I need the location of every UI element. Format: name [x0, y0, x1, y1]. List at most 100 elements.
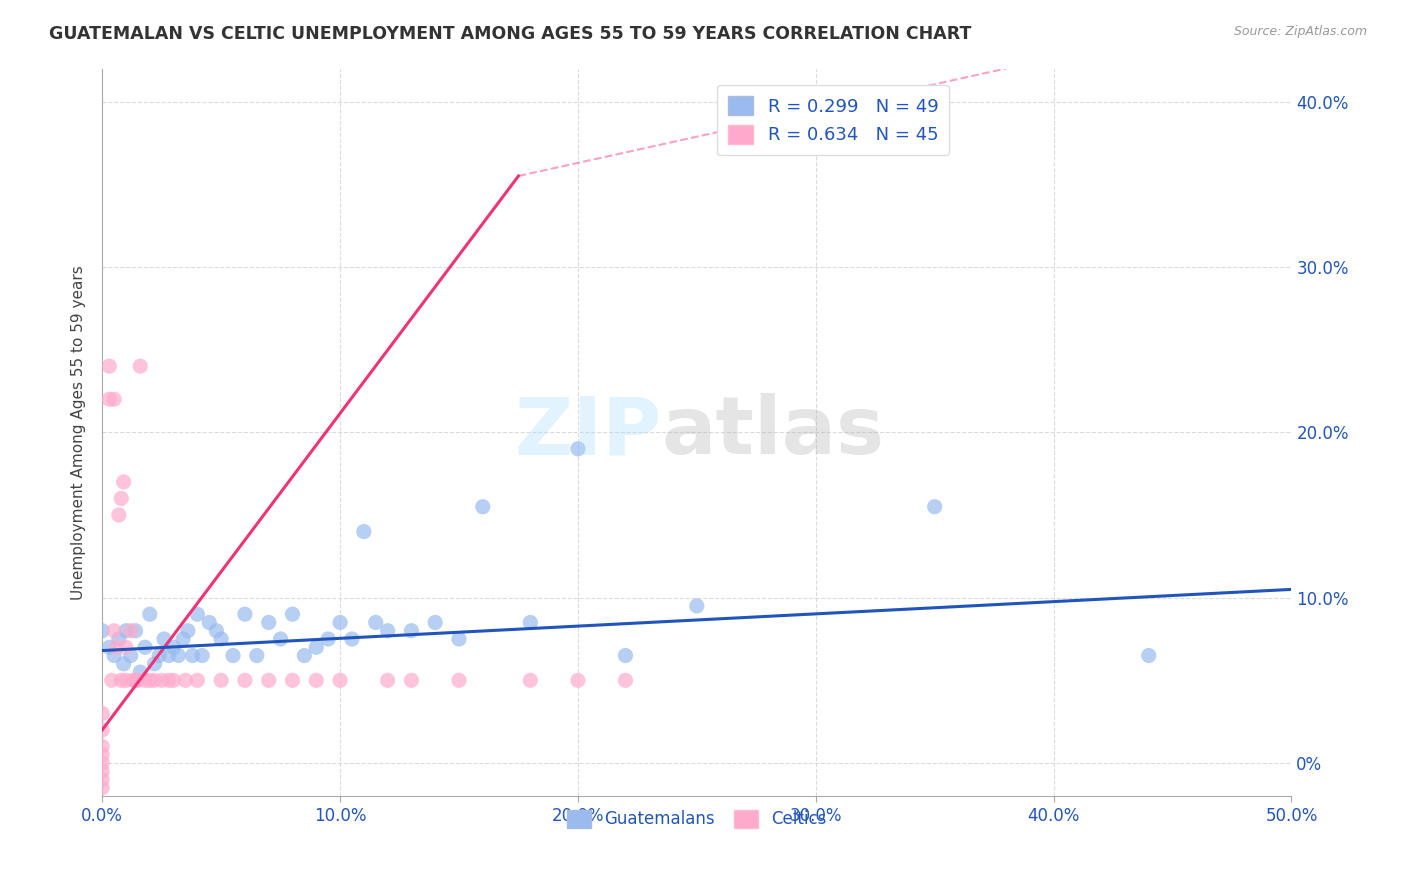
Point — [519, 615, 541, 630]
Text: GUATEMALAN VS CELTIC UNEMPLOYMENT AMONG AGES 55 TO 59 YEARS CORRELATION CHART: GUATEMALAN VS CELTIC UNEMPLOYMENT AMONG … — [49, 25, 972, 43]
Point — [150, 673, 173, 688]
Point — [127, 673, 149, 688]
Point — [186, 673, 208, 688]
Point — [614, 648, 637, 663]
Point — [281, 673, 304, 688]
Point — [281, 607, 304, 622]
Point — [98, 392, 121, 407]
Point — [143, 657, 166, 671]
Text: atlas: atlas — [661, 393, 884, 471]
Point — [91, 756, 114, 770]
Point — [120, 648, 142, 663]
Point — [110, 673, 132, 688]
Point — [98, 359, 121, 373]
Point — [316, 632, 339, 646]
Point — [305, 640, 328, 655]
Point — [233, 607, 256, 622]
Point — [567, 442, 589, 456]
Point — [471, 500, 494, 514]
Point — [401, 673, 423, 688]
Point — [401, 624, 423, 638]
Point — [91, 624, 114, 638]
Point — [157, 648, 180, 663]
Legend: Guatemalans, Celtics: Guatemalans, Celtics — [561, 803, 834, 835]
Point — [91, 780, 114, 795]
Point — [139, 673, 162, 688]
Point — [91, 739, 114, 754]
Point — [186, 607, 208, 622]
Point — [209, 632, 232, 646]
Point — [91, 706, 114, 721]
Point — [134, 640, 156, 655]
Point — [198, 615, 221, 630]
Point — [172, 632, 194, 646]
Point — [162, 673, 184, 688]
Point — [447, 632, 470, 646]
Point — [377, 673, 399, 688]
Point — [143, 673, 166, 688]
Point — [91, 747, 114, 762]
Point — [115, 624, 138, 638]
Point — [134, 673, 156, 688]
Point — [329, 615, 352, 630]
Point — [91, 764, 114, 779]
Point — [567, 673, 589, 688]
Text: Source: ZipAtlas.com: Source: ZipAtlas.com — [1233, 25, 1367, 38]
Point — [305, 673, 328, 688]
Point — [167, 648, 190, 663]
Point — [209, 673, 232, 688]
Text: ZIP: ZIP — [515, 393, 661, 471]
Point — [122, 673, 145, 688]
Point — [105, 640, 128, 655]
Point — [1137, 648, 1160, 663]
Point — [108, 632, 131, 646]
Point — [124, 624, 146, 638]
Point — [233, 673, 256, 688]
Point — [98, 640, 121, 655]
Point — [257, 615, 280, 630]
Point — [108, 508, 131, 522]
Point — [292, 648, 315, 663]
Point — [377, 624, 399, 638]
Point — [103, 624, 125, 638]
Point — [353, 524, 375, 539]
Point — [364, 615, 387, 630]
Point — [257, 673, 280, 688]
Point — [177, 624, 200, 638]
Point — [148, 648, 170, 663]
Point — [103, 648, 125, 663]
Point — [425, 615, 447, 630]
Point — [129, 665, 152, 679]
Point — [246, 648, 269, 663]
Point — [519, 673, 541, 688]
Point — [103, 392, 125, 407]
Point — [139, 607, 162, 622]
Point — [112, 657, 135, 671]
Point — [91, 772, 114, 787]
Point — [181, 648, 204, 663]
Y-axis label: Unemployment Among Ages 55 to 59 years: Unemployment Among Ages 55 to 59 years — [72, 265, 86, 599]
Point — [153, 632, 176, 646]
Point — [129, 359, 152, 373]
Point — [100, 673, 122, 688]
Point — [270, 632, 292, 646]
Point — [447, 673, 470, 688]
Point — [115, 673, 138, 688]
Point — [340, 632, 363, 646]
Point — [91, 723, 114, 737]
Point — [157, 673, 180, 688]
Point — [120, 624, 142, 638]
Point — [614, 673, 637, 688]
Point — [191, 648, 214, 663]
Point — [115, 640, 138, 655]
Point — [686, 599, 709, 613]
Point — [205, 624, 228, 638]
Point — [174, 673, 197, 688]
Point — [162, 640, 184, 655]
Point — [329, 673, 352, 688]
Point — [112, 475, 135, 489]
Point — [222, 648, 245, 663]
Point — [110, 491, 132, 506]
Point — [124, 673, 146, 688]
Point — [924, 500, 946, 514]
